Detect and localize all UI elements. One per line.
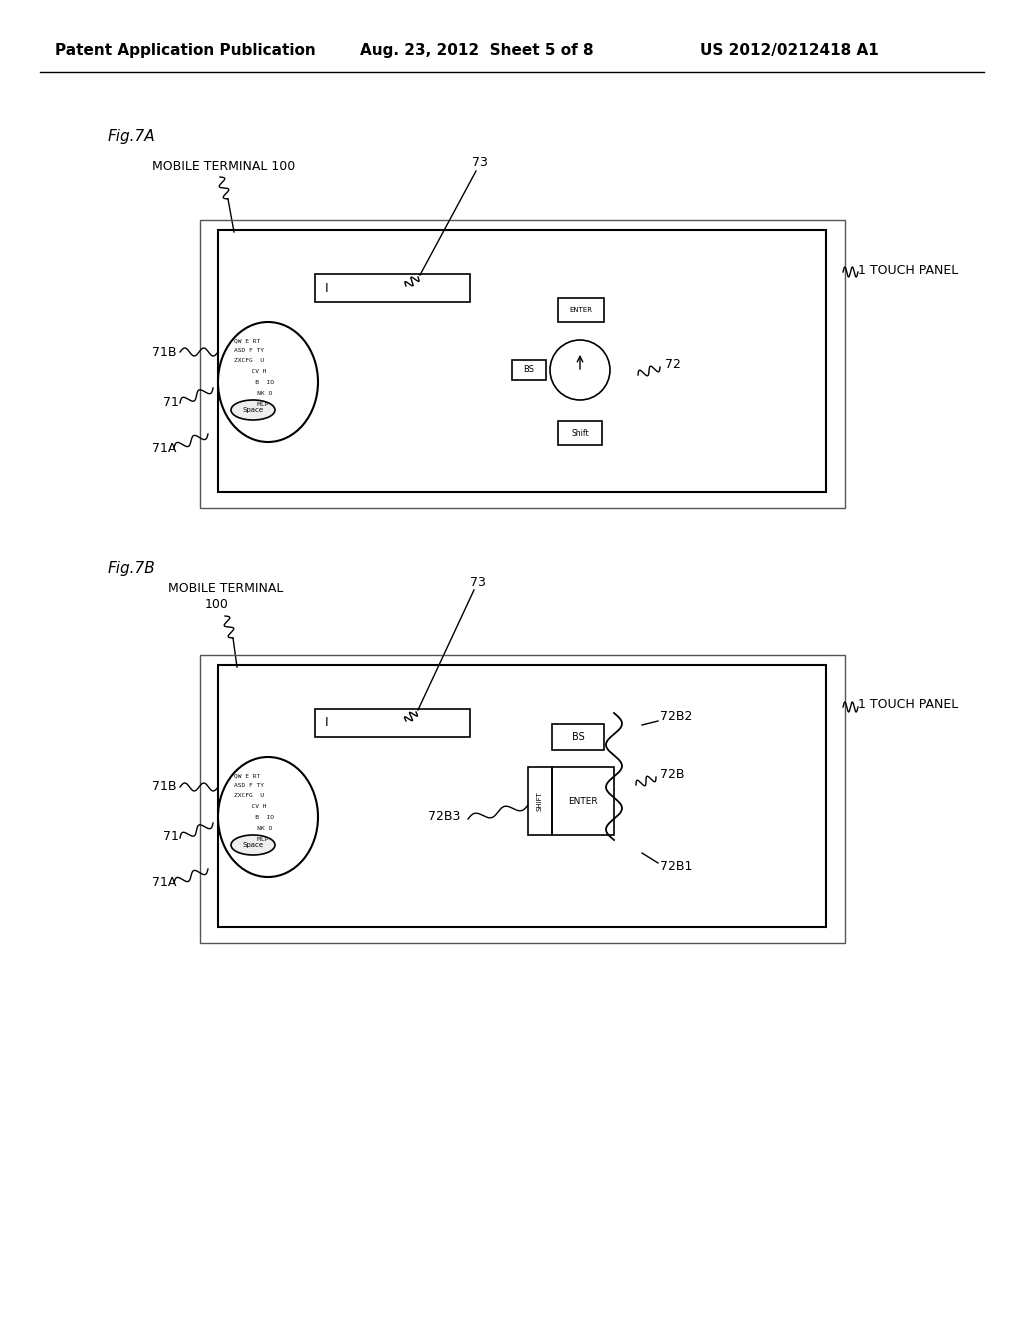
Text: Patent Application Publication: Patent Application Publication xyxy=(55,42,315,58)
Ellipse shape xyxy=(218,756,318,876)
Ellipse shape xyxy=(231,836,275,855)
Text: NK O: NK O xyxy=(246,826,272,832)
Text: 71: 71 xyxy=(163,830,179,843)
Text: QW E RT: QW E RT xyxy=(234,338,260,343)
Text: BS: BS xyxy=(571,733,585,742)
Text: MOBILE TERMINAL 100: MOBILE TERMINAL 100 xyxy=(152,161,295,173)
Bar xyxy=(558,421,602,445)
Bar xyxy=(552,723,604,750)
Text: Fig.7B: Fig.7B xyxy=(108,561,156,576)
Text: B  IO: B IO xyxy=(244,380,274,385)
Text: Fig.7A: Fig.7A xyxy=(108,129,156,144)
Text: SHIFT: SHIFT xyxy=(537,791,543,810)
Text: Aug. 23, 2012  Sheet 5 of 8: Aug. 23, 2012 Sheet 5 of 8 xyxy=(360,42,594,58)
Text: 72B1: 72B1 xyxy=(660,861,692,874)
Text: 100: 100 xyxy=(205,598,229,611)
Text: MLP: MLP xyxy=(246,837,268,842)
Text: I: I xyxy=(325,281,329,294)
Bar xyxy=(200,220,845,508)
Text: CV H: CV H xyxy=(244,804,266,809)
Text: B  IO: B IO xyxy=(244,814,274,820)
Text: Space: Space xyxy=(243,842,263,847)
Text: 1 TOUCH PANEL: 1 TOUCH PANEL xyxy=(858,264,958,276)
Text: 71A: 71A xyxy=(152,876,176,890)
Bar xyxy=(528,767,552,836)
Text: Shift: Shift xyxy=(571,429,589,437)
Text: ZXCFG  U: ZXCFG U xyxy=(234,793,264,799)
Text: ASD F TY: ASD F TY xyxy=(234,783,264,788)
Bar xyxy=(512,360,546,380)
Bar xyxy=(200,655,845,942)
Bar xyxy=(558,298,604,322)
Text: 73: 73 xyxy=(470,576,485,589)
Text: 73: 73 xyxy=(472,157,487,169)
Bar xyxy=(315,709,470,737)
Circle shape xyxy=(550,341,610,400)
Bar xyxy=(552,767,614,836)
Text: 1 TOUCH PANEL: 1 TOUCH PANEL xyxy=(858,698,958,711)
Text: ASD F TY: ASD F TY xyxy=(234,348,264,352)
Text: I: I xyxy=(325,717,329,730)
Text: 72: 72 xyxy=(665,359,681,371)
Text: QW E RT: QW E RT xyxy=(234,774,260,777)
Text: 72B3: 72B3 xyxy=(428,810,461,824)
Text: CV H: CV H xyxy=(244,370,266,374)
Text: 71B: 71B xyxy=(152,346,176,359)
Text: BS: BS xyxy=(523,366,535,375)
Bar xyxy=(218,665,826,927)
Text: 72B: 72B xyxy=(660,768,684,781)
Text: NK O: NK O xyxy=(246,391,272,396)
Text: MLP: MLP xyxy=(246,403,268,407)
Ellipse shape xyxy=(231,400,275,420)
Text: ENTER: ENTER xyxy=(569,308,593,313)
Text: 71: 71 xyxy=(163,396,179,408)
Bar xyxy=(218,230,826,492)
Text: ZXCFG  U: ZXCFG U xyxy=(234,358,264,363)
Text: 71B: 71B xyxy=(152,780,176,793)
Text: US 2012/0212418 A1: US 2012/0212418 A1 xyxy=(700,42,879,58)
Ellipse shape xyxy=(218,322,318,442)
Text: MOBILE TERMINAL: MOBILE TERMINAL xyxy=(168,582,284,594)
Text: ENTER: ENTER xyxy=(568,796,598,805)
Bar xyxy=(315,275,470,302)
Text: 71A: 71A xyxy=(152,441,176,454)
Text: 72B2: 72B2 xyxy=(660,710,692,723)
Text: Space: Space xyxy=(243,407,263,413)
